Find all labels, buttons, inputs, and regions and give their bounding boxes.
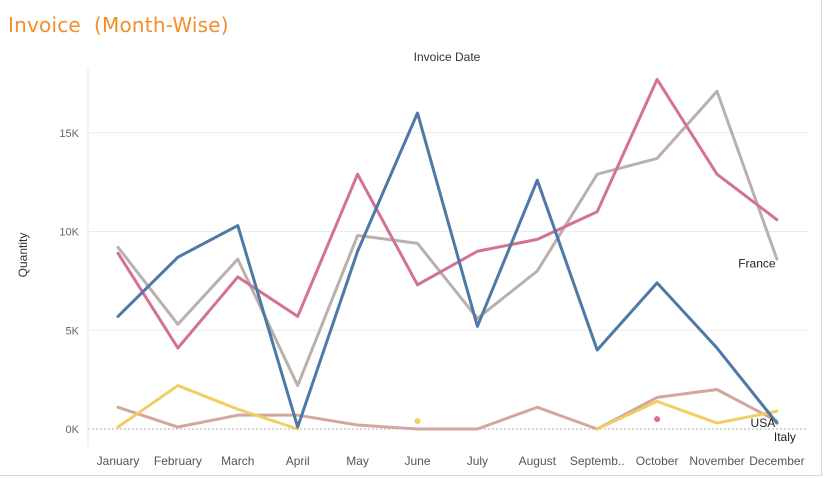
x-tick-label: December	[749, 454, 804, 468]
y-tick-label: 0K	[66, 424, 80, 436]
x-tick-label: February	[154, 454, 202, 468]
x-tick-label: November	[689, 454, 744, 468]
x-tick-label: January	[97, 454, 140, 468]
x-tick-label: October	[636, 454, 679, 468]
x-tick-label: March	[221, 454, 254, 468]
usa-point	[414, 418, 421, 425]
y-tick-label: 15K	[59, 128, 79, 140]
usa-line	[116, 384, 300, 431]
series-1-line	[116, 111, 779, 429]
x-axis: January February March April May June July Augu…	[97, 454, 805, 468]
y-axis: 0K 5K 10K 15K	[59, 68, 89, 446]
y-axis-title: Quantity	[16, 233, 30, 278]
x-axis-title: Invoice Date	[414, 50, 481, 64]
line-label-france: France	[738, 257, 776, 271]
x-tick-label: May	[346, 454, 369, 468]
italy-line	[116, 388, 779, 431]
line-label-italy: Italy	[774, 430, 796, 444]
x-tick-label: Septemb..	[570, 454, 625, 468]
x-tick-label: July	[467, 454, 488, 468]
usa-line	[595, 399, 779, 431]
line-label-usa: USA	[751, 416, 776, 430]
isolated-point	[654, 416, 661, 423]
y-tick-label: 10K	[59, 227, 79, 239]
series-marks	[654, 416, 661, 423]
series-lines	[116, 77, 779, 431]
x-tick-label: August	[519, 454, 557, 468]
series-3-line	[116, 89, 779, 388]
worksheet-title: Invoice (Month-Wise)	[8, 13, 229, 37]
series-2-line	[116, 77, 779, 350]
gridlines	[88, 132, 808, 430]
x-tick-label: April	[286, 454, 310, 468]
x-tick-label: June	[404, 454, 430, 468]
y-tick-label: 5K	[66, 325, 80, 337]
